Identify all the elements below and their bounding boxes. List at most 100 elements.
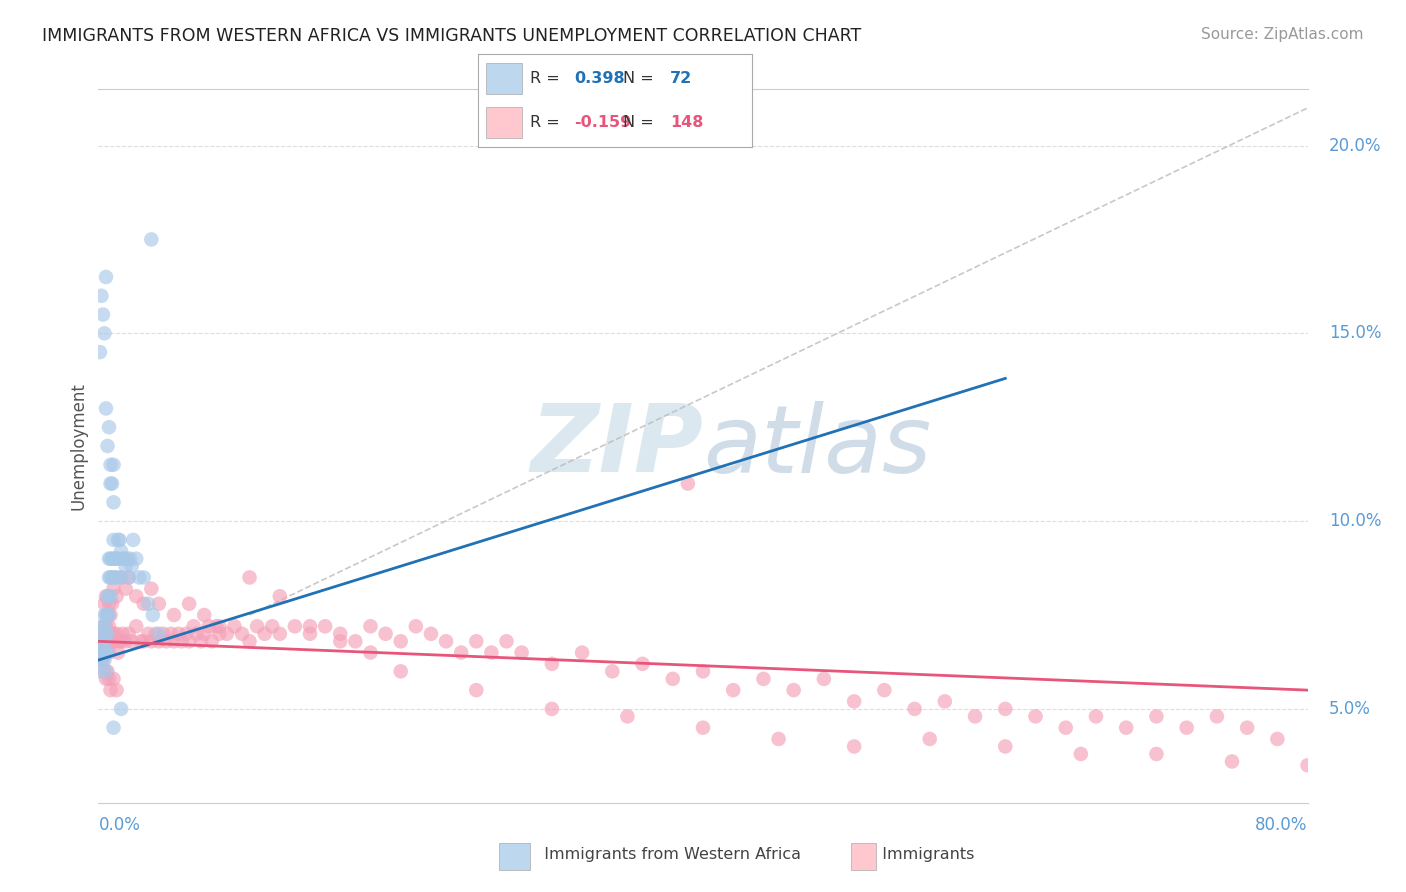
Text: 0.398: 0.398 xyxy=(574,71,624,87)
Point xyxy=(96,634,118,648)
Text: Immigrants from Western Africa: Immigrants from Western Africa xyxy=(534,847,801,862)
Point xyxy=(434,634,457,648)
Point xyxy=(98,551,121,566)
Point xyxy=(299,627,322,641)
Text: 80.0%: 80.0% xyxy=(1256,816,1308,834)
Point xyxy=(125,619,148,633)
Point xyxy=(1144,747,1167,761)
Point xyxy=(89,646,111,660)
Point xyxy=(450,646,472,660)
Point xyxy=(374,627,396,641)
Point xyxy=(100,458,122,472)
Point xyxy=(132,570,155,584)
Point xyxy=(91,646,114,660)
Point xyxy=(114,634,136,648)
Point xyxy=(125,589,148,603)
Point xyxy=(540,702,562,716)
Point xyxy=(110,570,132,584)
Point xyxy=(100,627,122,641)
Point xyxy=(1265,731,1288,746)
Point xyxy=(94,672,117,686)
Point xyxy=(284,619,307,633)
Point xyxy=(1236,721,1258,735)
Point xyxy=(91,646,114,660)
Point xyxy=(90,646,112,660)
Point xyxy=(616,709,638,723)
Point xyxy=(344,634,367,648)
Point xyxy=(103,495,125,509)
Point xyxy=(1220,755,1243,769)
Text: N =: N = xyxy=(623,71,659,87)
Point xyxy=(183,619,205,633)
Point xyxy=(540,657,562,671)
Point xyxy=(94,665,117,679)
Point xyxy=(93,646,115,660)
Text: 10.0%: 10.0% xyxy=(1329,512,1381,530)
Point xyxy=(190,634,212,648)
Point xyxy=(94,607,117,622)
Point xyxy=(90,634,112,648)
Point xyxy=(103,634,125,648)
Point xyxy=(132,597,155,611)
Point xyxy=(108,634,131,648)
Point xyxy=(132,634,155,648)
Point xyxy=(111,627,134,641)
Point xyxy=(96,627,118,641)
Point xyxy=(96,589,118,603)
Point xyxy=(90,653,112,667)
Point xyxy=(994,739,1017,754)
Point xyxy=(269,627,291,641)
Point xyxy=(103,672,125,686)
Point xyxy=(177,597,201,611)
Point xyxy=(405,619,427,633)
Point xyxy=(121,634,143,648)
Point xyxy=(768,731,790,746)
Point xyxy=(101,634,124,648)
Point xyxy=(752,672,775,686)
Point xyxy=(419,627,441,641)
Point xyxy=(389,665,412,679)
Point xyxy=(208,627,231,641)
Point xyxy=(114,582,136,596)
Point xyxy=(201,634,224,648)
Point xyxy=(100,589,122,603)
Point xyxy=(142,607,165,622)
Y-axis label: Unemployment: Unemployment xyxy=(69,382,87,510)
Point xyxy=(994,702,1017,716)
Point xyxy=(934,694,956,708)
Point xyxy=(160,627,183,641)
Point xyxy=(101,476,124,491)
Point xyxy=(170,634,193,648)
Point xyxy=(118,570,141,584)
Point xyxy=(104,634,127,648)
Point xyxy=(96,646,118,660)
Point xyxy=(107,551,129,566)
Point xyxy=(1054,721,1077,735)
Point xyxy=(96,665,118,679)
Point xyxy=(224,619,246,633)
Point xyxy=(103,458,125,472)
Text: atlas: atlas xyxy=(703,401,931,491)
Point xyxy=(495,634,517,648)
Point xyxy=(89,345,111,359)
Point xyxy=(91,634,114,648)
Point xyxy=(98,570,121,584)
Point xyxy=(262,619,284,633)
Text: ZIP: ZIP xyxy=(530,400,703,492)
Text: 15.0%: 15.0% xyxy=(1329,325,1381,343)
Point xyxy=(90,653,112,667)
Point xyxy=(100,683,122,698)
Point xyxy=(148,597,170,611)
Point xyxy=(103,627,125,641)
Point xyxy=(465,683,488,698)
Point xyxy=(104,570,127,584)
Point xyxy=(360,619,382,633)
Point xyxy=(129,634,152,648)
Point xyxy=(465,634,488,648)
Point xyxy=(692,665,714,679)
Point xyxy=(121,559,143,574)
Text: IMMIGRANTS FROM WESTERN AFRICA VS IMMIGRANTS UNEMPLOYMENT CORRELATION CHART: IMMIGRANTS FROM WESTERN AFRICA VS IMMIGR… xyxy=(42,27,862,45)
Point xyxy=(105,570,128,584)
Text: 0.0%: 0.0% xyxy=(98,816,141,834)
Point xyxy=(299,619,322,633)
